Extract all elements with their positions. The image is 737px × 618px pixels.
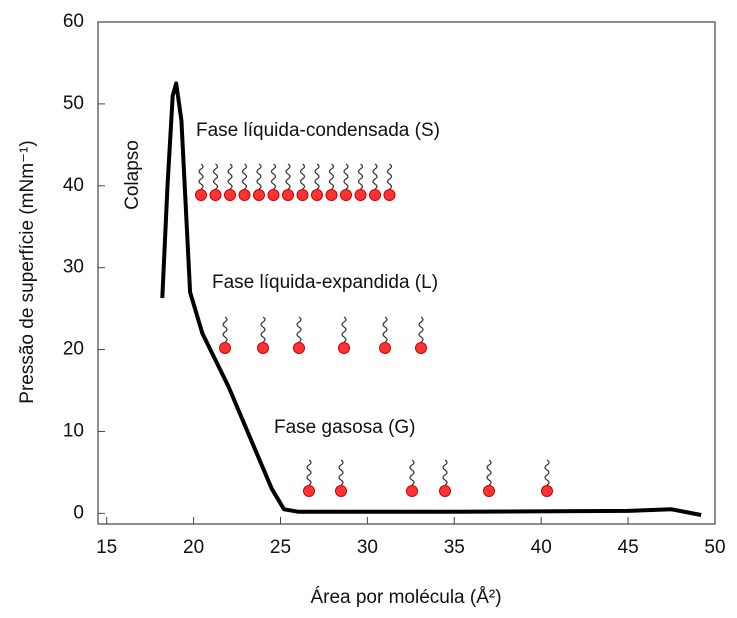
x-axis-label: Área por molécula (Å²): [310, 587, 501, 608]
x-tick-label: 30: [357, 537, 378, 558]
x-tick-label: 45: [618, 537, 639, 558]
molecule-tail: [343, 163, 349, 190]
molecule-head: [267, 189, 280, 201]
annotation: Colapso: [122, 140, 143, 210]
molecule-tail: [270, 163, 277, 190]
molecule-head: [335, 485, 347, 497]
molecule-tail: [260, 316, 266, 343]
x-tick-label: 20: [183, 537, 204, 558]
plot-frame: [97, 21, 716, 525]
molecule-tail: [198, 163, 204, 190]
molecule-head: [282, 189, 294, 201]
molecule-head: [219, 342, 231, 354]
molecule-head: [406, 485, 418, 497]
molecule-tail: [222, 316, 228, 343]
annotation: Fase gasosa (G): [274, 417, 416, 438]
molecule-tail: [306, 459, 312, 486]
x-tick-label: 40: [531, 537, 552, 558]
y-tick-label: 0: [73, 502, 84, 523]
molecule-head: [338, 342, 350, 354]
molecule-head: [415, 342, 427, 354]
molecule-head: [296, 189, 309, 201]
molecule-tail: [544, 459, 550, 486]
y-tick-label: 20: [63, 339, 84, 360]
molecule-head: [354, 189, 367, 201]
molecule-head: [257, 342, 269, 354]
molecule-tail: [227, 163, 233, 190]
molecule-tail: [357, 163, 364, 190]
y-tick-label: 60: [63, 11, 84, 32]
x-tick-label: 50: [704, 537, 725, 558]
molecule-head: [253, 189, 265, 201]
y-tick-label: 50: [63, 93, 84, 114]
molecule-tail: [299, 163, 306, 190]
molecule-head: [439, 485, 451, 497]
molecule-tail: [486, 459, 492, 486]
molecule-head: [383, 189, 396, 201]
molecule-tail: [256, 163, 262, 190]
molecule-head: [224, 189, 236, 201]
annotation: Fase líquida-condensada (S): [196, 120, 440, 141]
molecule-head: [369, 189, 381, 201]
molecule-head: [238, 189, 251, 201]
molecule-tail: [409, 459, 415, 486]
molecule-tail: [241, 163, 248, 190]
molecule-tail: [314, 163, 320, 190]
molecule-head: [209, 189, 222, 201]
molecule-head: [195, 189, 207, 201]
molecule-head: [379, 342, 391, 354]
y-tick-label: 40: [63, 175, 84, 196]
isotherm-line: [160, 81, 702, 517]
molecule-tail: [418, 316, 424, 343]
molecule-tail: [442, 459, 448, 486]
molecule-tail: [341, 316, 347, 343]
molecule-tail: [285, 163, 291, 190]
molecule-tail: [212, 163, 219, 190]
molecule-tail: [372, 163, 378, 190]
molecule-head: [311, 189, 323, 201]
annotation: Fase líquida-expandida (L): [212, 272, 438, 293]
x-tick-label: 35: [444, 537, 465, 558]
molecule-head: [293, 342, 305, 354]
molecule-head: [325, 189, 338, 201]
molecule-head: [303, 485, 315, 497]
molecule-tail: [386, 163, 393, 190]
molecule-tail: [382, 316, 388, 343]
molecule-head: [340, 189, 352, 201]
x-tick-label: 15: [96, 537, 117, 558]
molecule-tail: [328, 163, 335, 190]
y-tick-label: 30: [63, 257, 84, 278]
x-tick-label: 25: [270, 537, 291, 558]
y-axis-label: Pressão de superfície (mNm⁻¹): [17, 140, 38, 403]
molecule-tail: [338, 459, 344, 486]
y-tick-label: 10: [63, 420, 84, 441]
molecule-head: [541, 485, 553, 497]
molecule-head: [483, 485, 495, 497]
molecule-tail: [296, 316, 302, 343]
